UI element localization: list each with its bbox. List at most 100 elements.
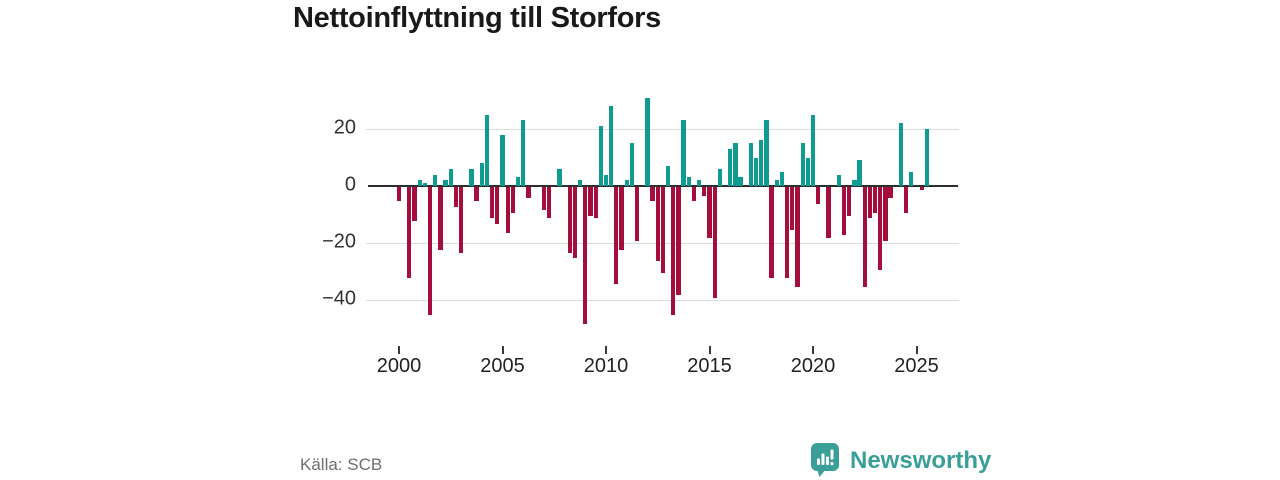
bar-positive (909, 171, 914, 186)
bar-positive (665, 166, 671, 186)
y-axis-label: −40 (322, 287, 356, 310)
bar-negative (614, 187, 619, 284)
bar-negative (784, 187, 790, 279)
bar-positive (697, 180, 702, 186)
bar-negative (396, 187, 402, 202)
bar-positive (624, 180, 629, 186)
bar-positive (728, 148, 733, 186)
y-axis-label: 0 (344, 173, 356, 196)
bar-negative (634, 187, 640, 242)
bar-negative (546, 187, 552, 219)
newsworthy-logo-icon (811, 443, 839, 477)
bar-negative (619, 187, 624, 250)
bar-negative (671, 187, 676, 316)
bar-negative (826, 187, 831, 239)
bar-negative (878, 187, 883, 270)
bar-negative (867, 187, 873, 219)
bar-negative (541, 187, 547, 210)
bar-positive (805, 157, 810, 186)
bar-positive (774, 180, 779, 186)
x-axis-tick (605, 346, 607, 354)
chart-title: Nettoinflyttning till Storfors (293, 2, 661, 34)
bar-positive (759, 140, 764, 186)
x-axis-label: 2015 (687, 355, 732, 377)
bar-negative (872, 187, 878, 213)
bar-positive (857, 160, 862, 186)
bar-positive (603, 174, 609, 186)
bar-positive (898, 123, 904, 186)
bar-negative (588, 187, 593, 216)
bar-positive (609, 106, 614, 186)
bar-positive (598, 126, 603, 186)
x-axis-tick (501, 346, 504, 354)
bar-positive (836, 174, 842, 186)
bar-positive (686, 177, 691, 186)
bar-positive (753, 157, 759, 186)
bar-positive (738, 177, 743, 186)
bar-negative (495, 187, 500, 225)
bar-negative (816, 187, 821, 205)
bar-positive (852, 180, 857, 186)
bar-negative (841, 187, 847, 236)
x-axis-tick (708, 346, 711, 354)
bar-positive (433, 174, 438, 186)
x-axis-label: 2000 (376, 355, 422, 377)
bar-negative (790, 187, 795, 230)
bar-negative (660, 187, 666, 273)
bar-positive (748, 143, 754, 186)
bar-positive (577, 180, 583, 186)
bar-negative (655, 187, 660, 262)
bar-negative (883, 187, 888, 242)
x-axis-label: 2025 (894, 355, 939, 377)
bar-positive (681, 120, 686, 186)
bar-positive (557, 168, 562, 186)
bar-positive (515, 177, 521, 186)
bar-positive (733, 143, 738, 186)
bar-negative (919, 187, 924, 190)
bar-negative (490, 187, 495, 219)
bar-positive (645, 97, 650, 186)
bar-positive (448, 168, 453, 186)
x-axis-label: 2010 (583, 355, 629, 377)
bar-positive (629, 143, 635, 186)
bar-positive (422, 183, 428, 186)
bar-negative (769, 187, 774, 279)
bar-positive (779, 171, 785, 186)
bar-positive (469, 168, 474, 186)
bar-negative (847, 187, 852, 216)
bar-positive (443, 180, 448, 186)
bar-negative (707, 187, 712, 239)
bar-negative (412, 187, 417, 222)
bar-negative (567, 187, 572, 253)
bar-positive (484, 114, 490, 186)
source-note: Källa: SCB (300, 455, 383, 474)
bar-negative (458, 187, 464, 253)
y-axis-label: −20 (322, 230, 356, 253)
bar-negative (572, 187, 578, 259)
bar-positive (500, 134, 505, 186)
x-axis-tick (398, 346, 400, 354)
bar-negative (702, 187, 707, 196)
y-gridline (366, 300, 959, 301)
bar-negative (438, 187, 443, 250)
bar-negative (904, 187, 909, 213)
bar-negative (526, 187, 531, 199)
bar-positive (800, 143, 805, 186)
bar-negative (474, 187, 479, 202)
newsworthy-branding: Newsworthy (810, 443, 991, 478)
y-axis-label: 20 (333, 116, 356, 139)
y-gridline (366, 129, 959, 130)
bar-negative (691, 187, 697, 202)
bar-negative (453, 187, 459, 207)
newsworthy-logo-text: Newsworthy (850, 446, 992, 474)
bar-negative (427, 187, 433, 316)
bar-positive (521, 120, 526, 186)
bar-positive (479, 163, 484, 186)
bar-negative (795, 187, 800, 287)
bar-negative (888, 187, 893, 199)
x-axis-tick (915, 346, 918, 354)
bar-positive (764, 120, 769, 186)
bar-positive (417, 180, 422, 186)
